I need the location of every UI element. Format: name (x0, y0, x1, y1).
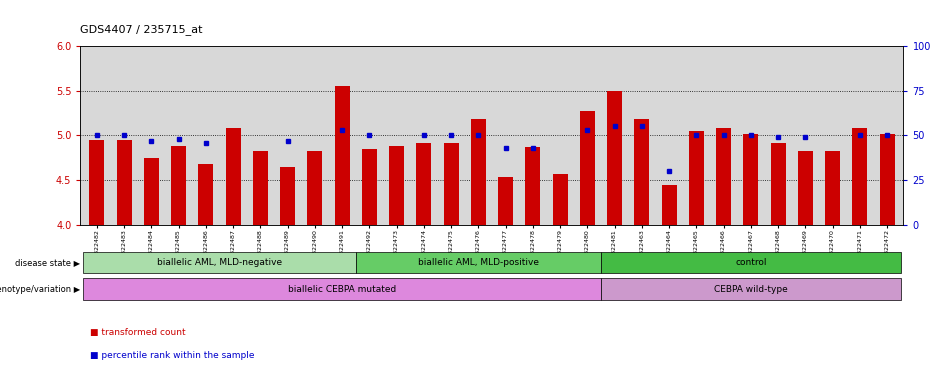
Bar (797, 151, 813, 225)
Bar (744, 134, 759, 225)
Text: biallelic AML, MLD-negative: biallelic AML, MLD-negative (157, 258, 282, 267)
Text: GDS4407 / 235715_at: GDS4407 / 235715_at (80, 24, 202, 35)
Bar (661, 185, 676, 225)
Bar (280, 167, 295, 225)
Bar (444, 142, 459, 225)
Bar (116, 140, 131, 225)
Text: CEBPA wild-type: CEBPA wild-type (714, 285, 788, 294)
Bar (498, 177, 513, 225)
Bar (825, 151, 840, 225)
Bar (716, 128, 731, 225)
Text: ■ percentile rank within the sample: ■ percentile rank within the sample (90, 351, 254, 360)
Text: ■ transformed count: ■ transformed count (90, 328, 185, 337)
Bar (83, 252, 356, 273)
Bar (356, 252, 601, 273)
Bar (580, 111, 595, 225)
Bar (880, 134, 895, 225)
Bar (471, 119, 486, 225)
Bar (199, 164, 213, 225)
Bar (601, 278, 901, 300)
Bar (852, 128, 867, 225)
Text: biallelic AML, MLD-positive: biallelic AML, MLD-positive (418, 258, 539, 267)
Text: control: control (735, 258, 766, 267)
Bar (601, 252, 901, 273)
Bar (335, 86, 349, 225)
Bar (144, 158, 159, 225)
Bar (635, 119, 649, 225)
Bar (361, 149, 377, 225)
Bar (83, 278, 601, 300)
Text: genotype/variation ▶: genotype/variation ▶ (0, 285, 79, 294)
Bar (307, 151, 323, 225)
Bar (416, 142, 431, 225)
Bar (689, 131, 704, 225)
Bar (225, 128, 240, 225)
Bar (253, 151, 268, 225)
Bar (552, 174, 568, 225)
Bar (607, 91, 622, 225)
Bar (171, 146, 186, 225)
Bar (525, 147, 540, 225)
Text: biallelic CEBPA mutated: biallelic CEBPA mutated (288, 285, 396, 294)
Bar (771, 142, 785, 225)
Bar (389, 146, 404, 225)
Bar (89, 140, 104, 225)
Text: disease state ▶: disease state ▶ (15, 258, 79, 267)
